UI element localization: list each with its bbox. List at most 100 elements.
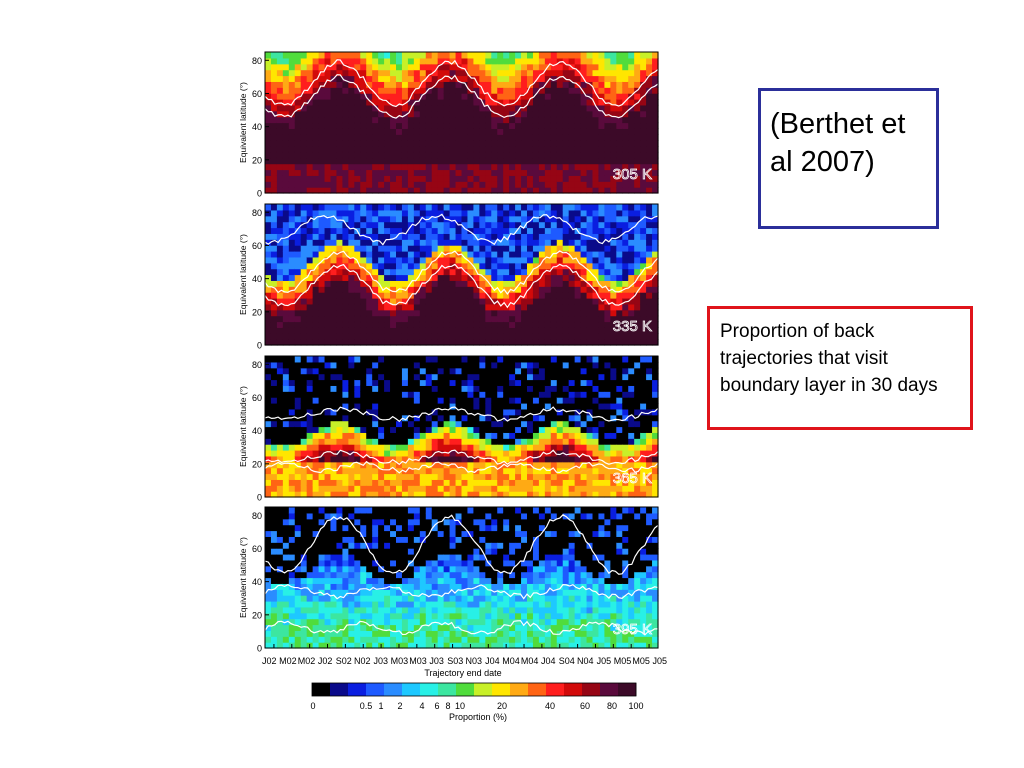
heatmap-cell (485, 339, 492, 346)
heatmap-cell (610, 367, 617, 375)
heatmap-cell (396, 81, 403, 88)
heatmap-cell (449, 321, 457, 328)
heatmap-cell (282, 315, 290, 323)
heatmap-cell (378, 356, 385, 363)
heatmap-cell (360, 420, 367, 428)
heatmap-cell (503, 286, 510, 293)
heatmap-cell (592, 397, 600, 404)
heatmap-cell (425, 104, 433, 112)
heatmap-cell (401, 361, 409, 369)
heatmap-cell (479, 333, 486, 340)
heatmap-cell (646, 151, 653, 159)
heatmap-cell (324, 485, 332, 492)
heatmap-cell (360, 140, 367, 147)
heatmap-cell (312, 57, 320, 65)
heatmap-cell (485, 169, 492, 176)
heatmap-cell (556, 450, 564, 457)
heatmap-cell (527, 93, 534, 100)
heatmap-cell (282, 450, 290, 457)
heatmap-cell (419, 63, 427, 71)
heatmap-cell (324, 450, 332, 457)
heatmap-cell (336, 479, 343, 486)
heatmap-cell (622, 403, 629, 410)
heatmap-cell (509, 221, 516, 229)
heatmap-cell (509, 444, 516, 451)
heatmap-cell (312, 397, 320, 404)
heatmap-cell (378, 75, 385, 82)
heatmap-cell (306, 373, 314, 381)
heatmap-cell (324, 181, 332, 188)
heatmap-cell (378, 233, 385, 240)
heatmap-cell (270, 292, 278, 299)
heatmap-cell (342, 245, 349, 252)
heatmap-cell (330, 215, 338, 223)
heatmap-cell (384, 414, 391, 422)
heatmap-cell (425, 485, 433, 492)
heatmap-cell (348, 163, 355, 171)
heatmap-cell (491, 467, 498, 475)
heatmap-cell (390, 309, 397, 317)
heatmap-cell (628, 146, 635, 153)
heatmap-cell (640, 251, 647, 258)
heatmap-cell (592, 209, 600, 217)
heatmap-cell (443, 333, 451, 340)
heatmap-cell (265, 612, 272, 620)
heatmap-cell (431, 251, 439, 258)
heatmap-cell (330, 444, 338, 451)
heatmap-cell (276, 444, 284, 451)
heatmap-cell (336, 485, 343, 492)
heatmap-cell (527, 99, 534, 106)
heatmap-cell (384, 391, 391, 398)
heatmap-cell (407, 75, 415, 82)
heatmap-cell (461, 175, 469, 182)
heatmap-cell (521, 69, 528, 77)
heatmap-cell (646, 140, 653, 147)
heatmap-cell (270, 467, 278, 475)
heatmap-cell (503, 87, 510, 94)
heatmap-cell (342, 473, 349, 480)
heatmap-cell (455, 426, 463, 433)
heatmap-cell (318, 403, 326, 410)
heatmap-cell (568, 169, 576, 176)
heatmap-cell (628, 181, 635, 188)
heatmap-cell (437, 333, 445, 340)
heatmap-cell (622, 473, 629, 480)
heatmap-cell (396, 63, 403, 71)
heatmap-cell (562, 215, 570, 223)
heatmap-cell (431, 361, 439, 369)
heatmap-cell (538, 339, 546, 346)
heatmap-cell (628, 327, 635, 334)
heatmap-cell (473, 450, 480, 457)
heatmap-cell (509, 485, 516, 492)
heatmap-cell (479, 298, 486, 305)
heatmap-cell (443, 309, 451, 317)
heatmap-cell (455, 479, 463, 486)
heatmap-cell (562, 327, 570, 334)
heatmap-cell (401, 333, 409, 340)
heatmap-cell (491, 146, 498, 153)
heatmap-cell (640, 268, 647, 276)
heatmap-cell (592, 245, 600, 252)
heatmap-cell (574, 122, 582, 129)
heatmap-cell (652, 157, 659, 165)
heatmap-cell (366, 280, 373, 287)
heatmap-cell (527, 467, 534, 475)
heatmap-cell (443, 221, 451, 229)
heatmap-cell (270, 262, 278, 270)
heatmap-cell (419, 163, 427, 171)
heatmap-cell (390, 169, 397, 176)
y-tick-label: 40 (252, 122, 262, 132)
heatmap-cell (366, 75, 373, 82)
heatmap-cell (604, 373, 611, 381)
heatmap-cell (360, 221, 367, 229)
heatmap-cell (640, 262, 647, 270)
heatmap-cell (640, 432, 647, 439)
heatmap-cell (300, 518, 308, 526)
heatmap-cell (419, 251, 427, 258)
heatmap-cell (532, 379, 540, 386)
heatmap-cell (503, 245, 510, 252)
heatmap-cell (461, 485, 469, 492)
heatmap-cell (300, 256, 308, 264)
heatmap-cell (419, 274, 427, 281)
heatmap-cell (396, 356, 403, 363)
